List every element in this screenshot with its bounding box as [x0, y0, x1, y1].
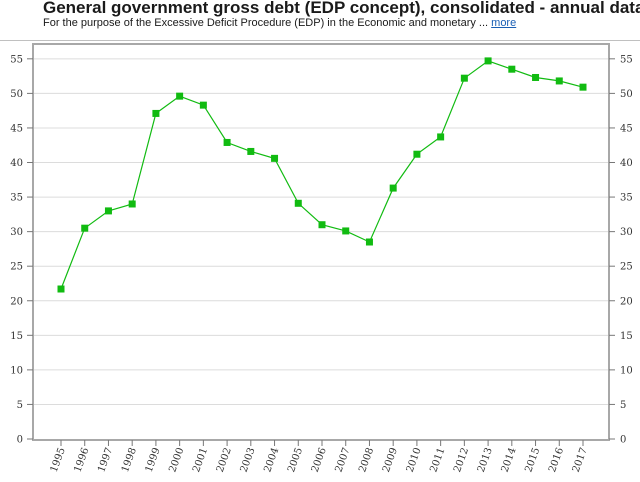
right-tick-label: 0	[620, 435, 626, 446]
left-tick-label: 0	[17, 435, 23, 446]
left-tick-label: 45	[10, 123, 23, 134]
data-point[interactable]	[413, 150, 421, 158]
x-tick-label: 2007	[334, 446, 353, 474]
data-point[interactable]	[555, 77, 563, 85]
x-tick-label: 2010	[405, 446, 424, 474]
data-point[interactable]	[437, 133, 445, 141]
x-tick-label: 2006	[310, 446, 329, 474]
subtitle-text: For the purpose of the Excessive Deficit…	[43, 17, 489, 29]
x-tick-label: 2008	[357, 446, 376, 474]
left-tick-label: 30	[10, 227, 23, 238]
left-y-axis: 0 5 10 15 20 25 30 35 40 45 50 55	[10, 54, 33, 446]
x-tick-label: 2005	[286, 446, 305, 474]
x-tick-label: 2002	[215, 446, 234, 474]
right-tick-label: 10	[620, 365, 633, 376]
data-point[interactable]	[128, 200, 136, 208]
data-point[interactable]	[81, 224, 89, 232]
chart-area: 0 5 10 15 20 25 30 35 40 45 50 55 0 5 10 15 20 25 30 35 40 4…	[0, 36, 640, 477]
left-tick-label: 40	[10, 158, 23, 169]
data-point[interactable]	[104, 207, 112, 215]
right-tick-label: 40	[620, 158, 633, 169]
x-tick-label: 2017	[571, 446, 590, 474]
line-chart: 0 5 10 15 20 25 30 35 40 45 50 55 0 5 10 15 20 25 30 35 40 4…	[0, 40, 640, 474]
x-tick-label: 1999	[144, 446, 163, 474]
right-tick-label: 50	[620, 89, 633, 100]
right-tick-label: 30	[620, 227, 633, 238]
data-point[interactable]	[365, 238, 373, 246]
left-tick-label: 20	[10, 296, 23, 307]
left-tick-label: 55	[10, 54, 23, 65]
x-tick-label: 2015	[523, 446, 542, 474]
chart-top-rule	[0, 40, 640, 41]
data-point[interactable]	[508, 65, 516, 73]
data-point[interactable]	[579, 83, 587, 91]
left-tick-label: 15	[10, 331, 23, 342]
right-tick-label: 20	[620, 296, 633, 307]
left-tick-label: 5	[17, 400, 23, 411]
chart-header: General government gross debt (EDP conce…	[0, 0, 640, 36]
right-tick-label: 55	[620, 54, 633, 65]
grid-lines	[34, 58, 608, 405]
x-tick-label: 2009	[381, 446, 400, 474]
x-tick-label: 1998	[120, 446, 139, 474]
left-tick-label: 25	[10, 262, 23, 273]
x-tick-label: 2001	[191, 446, 210, 474]
right-tick-label: 35	[620, 193, 633, 204]
data-point[interactable]	[484, 57, 492, 65]
data-point[interactable]	[460, 74, 468, 82]
left-tick-label: 50	[10, 89, 23, 100]
x-tick-label: 2016	[547, 446, 566, 474]
x-tick-label: 2014	[500, 446, 519, 474]
right-tick-label: 5	[620, 400, 626, 411]
data-point[interactable]	[199, 101, 207, 109]
data-point[interactable]	[318, 221, 326, 229]
x-tick-label: 2000	[167, 446, 186, 474]
data-point[interactable]	[152, 109, 160, 117]
chart-title: General government gross debt (EDP conce…	[43, 0, 640, 17]
right-tick-label: 45	[620, 123, 633, 134]
more-link[interactable]: more	[491, 17, 517, 29]
plot-frame	[32, 43, 610, 441]
data-point[interactable]	[271, 154, 279, 162]
chart-subtitle: For the purpose of the Excessive Deficit…	[43, 17, 516, 29]
data-point[interactable]	[223, 138, 231, 146]
x-tick-label: 2004	[262, 446, 281, 474]
x-tick-label: 1997	[96, 446, 115, 474]
x-tick-label: 2011	[428, 446, 447, 474]
data-point[interactable]	[294, 199, 302, 207]
data-point[interactable]	[176, 92, 184, 100]
series-line	[60, 60, 584, 290]
data-point[interactable]	[389, 184, 397, 192]
x-tick-label: 2012	[452, 446, 471, 474]
data-point[interactable]	[532, 73, 540, 81]
data-point[interactable]	[247, 147, 255, 155]
x-tick-label: 1996	[73, 446, 92, 474]
left-tick-label: 10	[10, 365, 23, 376]
right-y-axis: 0 5 10 15 20 25 30 35 40 45 50 55	[609, 54, 633, 446]
left-tick-label: 35	[10, 193, 23, 204]
x-axis: 1995 1996 1997 1998 1999 2000 2001 2002 2003 2004…	[49, 440, 590, 474]
data-point[interactable]	[57, 285, 65, 293]
series-group	[57, 57, 587, 293]
x-tick-label: 2013	[476, 446, 495, 474]
right-tick-label: 15	[620, 331, 633, 342]
x-tick-label: 2003	[239, 446, 258, 474]
x-tick-label: 1995	[49, 446, 68, 474]
data-point[interactable]	[342, 227, 350, 235]
right-tick-label: 25	[620, 262, 633, 273]
